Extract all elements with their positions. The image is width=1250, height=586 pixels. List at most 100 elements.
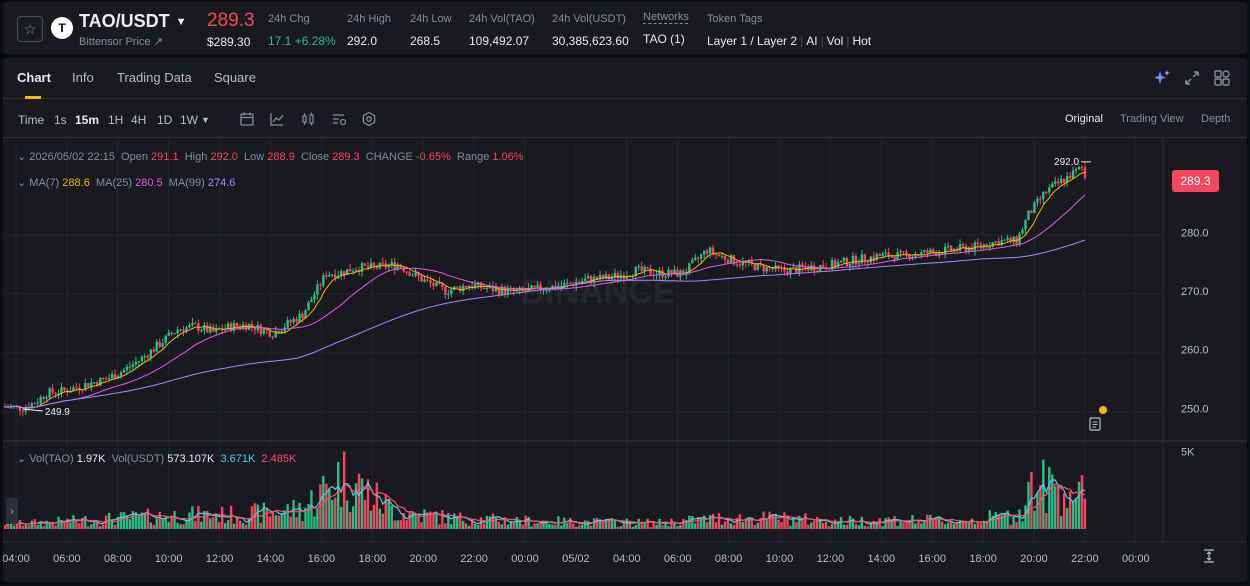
candle-body [164,335,167,344]
volume-bar [1000,514,1003,529]
candle-body [560,285,563,287]
stat-label: 24h Low [410,13,452,25]
volume-bar [1045,512,1048,529]
volume-bar [881,526,884,529]
interval-1w[interactable]: 1W [180,113,198,127]
volume-bar [824,521,828,529]
volume-bar [116,516,120,529]
calendar-icon[interactable] [239,111,255,127]
favorite-star-icon[interactable]: ☆ [17,16,43,42]
volume-bar [920,523,923,529]
tab-chart[interactable]: Chart [17,70,51,85]
candle-body [688,263,691,273]
scroll-left-handle[interactable]: › [6,498,18,524]
candle-body [967,247,971,252]
volume-bar [313,516,316,529]
volume-bar [256,504,260,529]
interval-more-chevron-icon[interactable]: ▼ [201,115,210,125]
candle-body [616,273,620,279]
candle-body [226,323,230,329]
interval-1d[interactable]: 1D [157,113,173,127]
layout-grid-icon[interactable] [1213,69,1231,87]
volume-bar [658,518,661,529]
interval-15m[interactable]: 15m [75,113,100,127]
volume-bar [351,506,355,529]
volume-bar [979,523,983,529]
token-tag[interactable]: AI [806,34,818,48]
ai-sparkle-icon[interactable] [1153,69,1171,87]
volume-bar [685,520,688,529]
view-original[interactable]: Original [1065,113,1103,125]
notes-icon[interactable] [1086,414,1106,434]
volume-bar [753,524,756,529]
interval-1h[interactable]: 1H [108,113,124,127]
candle-body [78,387,81,390]
candle-body [432,282,435,287]
token-tag[interactable]: Vol [826,34,844,48]
candle-body [943,246,947,255]
stat-24h-change: 24h Chg 17.1 +6.28% [268,13,336,48]
candle-body [613,273,617,278]
volume-bar [319,484,322,529]
volume-bar [789,525,792,529]
collapse-chevron-icon[interactable]: ⌄ [17,453,27,465]
view-trading-view[interactable]: Trading View [1120,113,1184,125]
collapse-chevron-icon[interactable]: ⌄ [17,177,27,189]
interval-1s[interactable]: 1s [54,113,67,127]
volume-bar [780,522,783,529]
interval-time[interactable]: Time [18,113,45,127]
stat-networks[interactable]: Networks TAO (1) [643,11,689,46]
coin-price-link[interactable]: Bittensor Price ↗ [79,36,163,48]
volume-bar [554,524,557,529]
token-tag[interactable]: Layer 1 / Layer 2 [707,34,798,48]
volume-bar [860,516,864,529]
volume-bar [899,521,902,529]
ma7-label: MA(7) [29,177,60,189]
settings-gear-icon[interactable] [361,111,377,127]
candle-body [134,361,138,365]
interval-4h[interactable]: 4H [131,113,147,127]
volume-bar [949,520,953,529]
time-tick-label: 05/02 [562,553,590,565]
candle-body [503,286,507,295]
volume-bar [673,521,676,529]
candle-body [206,325,209,333]
chart-settings-icon[interactable] [331,111,347,127]
volume-bar [833,519,837,529]
fullscreen-icon[interactable] [1183,69,1201,87]
tab-trading-data[interactable]: Trading Data [117,70,192,85]
volume-bar [33,519,36,529]
candle-body [580,280,584,283]
ohlc-change-label: CHANGE [365,151,413,163]
volume-bar [601,522,605,529]
volume-bar [9,522,13,529]
high-marker-label: 292.0 [1054,157,1079,168]
volume-bar [310,490,313,529]
collapse-chevron-icon[interactable]: ⌄ [17,151,27,163]
volume-bar [259,522,263,529]
candle-body [896,252,899,261]
indicators-icon[interactable] [269,111,285,127]
tab-info[interactable]: Info [72,70,94,85]
resize-axis-icon[interactable] [1201,548,1217,564]
candle-body [789,267,792,275]
candle-style-icon[interactable] [300,111,316,127]
candle-body [322,275,325,286]
volume-bar [78,523,81,529]
token-tag[interactable]: Hot [852,34,872,48]
candle-body [301,313,304,319]
candle-body [325,275,328,277]
candle-body [970,247,974,251]
pair-selector[interactable]: TAO/USDT ▼ [79,11,187,32]
volume-bar [331,500,334,529]
tab-square[interactable]: Square [214,70,256,85]
candle-body [685,272,688,276]
candle-body [935,252,938,256]
candle-body [310,299,313,303]
view-depth[interactable]: Depth [1201,113,1231,125]
candle-body [720,255,724,257]
volume-bar [27,525,31,529]
volume-bar [316,508,319,529]
candle-body [512,288,515,292]
